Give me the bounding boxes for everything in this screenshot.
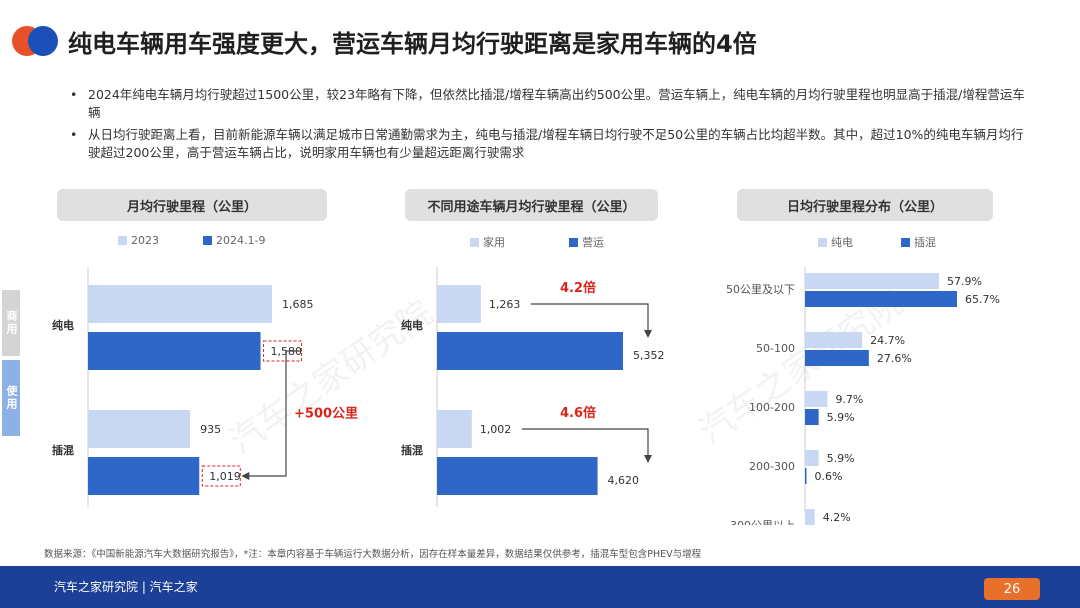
data-label: 65.7% (965, 293, 1000, 306)
category-label: 100-200 (749, 401, 795, 414)
annotation-arrow (530, 303, 649, 331)
data-label: 0.6% (815, 470, 843, 483)
bar (805, 409, 819, 425)
legend-swatch-2023 (118, 236, 127, 245)
side-tab-commercial: 商用 (2, 290, 20, 356)
bar (88, 332, 261, 370)
bullet-1: 2024年纯电车辆月均行驶超过1500公里，较23年略有下降，但依然比插混/增程… (70, 86, 1030, 122)
legend-label-2024: 2024.1-9 (216, 234, 266, 247)
category-label: 纯电 (52, 318, 74, 332)
highlight-box (201, 465, 241, 487)
source-note: 数据来源：《中国新能源汽车大数据研究报告》，*注：本章内容基于车辆运行大数据分析… (44, 549, 702, 560)
category-label: 50公里及以下 (726, 283, 795, 296)
legend-daily: 纯电 插混 (818, 234, 936, 250)
chart-daily-distribution: 50公里及以下 57.9% 65.7% 50-100 24.7% 27.6% 100-200… (726, 267, 1000, 525)
legend-label-home: 家用 (483, 236, 505, 249)
data-label: 4,620 (608, 474, 640, 487)
data-label: 1,002 (480, 423, 512, 436)
footer-brand-logo: 汽车之家研究院 | 汽车之家 (54, 580, 198, 594)
bullet-2: 从日均行驶距离上看，目前新能源车辆以满足城市日常通勤需求为主，纯电与插混/增程车… (70, 126, 1030, 162)
annotation-arrow (245, 350, 302, 477)
page-title: 纯电车辆用车强度更大，营运车辆月均行驶距离是家用车辆的4倍 (68, 30, 757, 58)
legend-label-phev: 插混 (914, 236, 936, 249)
category-label: 200-300 (749, 460, 795, 473)
legend-swatch-home (470, 237, 479, 247)
data-label: 1,263 (489, 298, 521, 311)
bar (805, 350, 869, 366)
panel-title-monthly: 月均行驶里程（公里） (57, 189, 327, 221)
category-label: 插混 (401, 443, 423, 457)
legend-label-commercial: 营运 (582, 236, 604, 249)
data-label: 24.7% (870, 334, 905, 347)
data-label: 57.9% (947, 275, 982, 288)
annotation-label: 4.2倍 (560, 280, 596, 296)
bar (437, 457, 598, 495)
bar (88, 285, 272, 323)
bar (437, 410, 472, 448)
annotation-label: 4.6倍 (560, 405, 596, 421)
annotation-label: +500公里 (294, 407, 358, 422)
footer-band (0, 566, 1080, 608)
panel-title-usage: 不同用途车辆月均行驶里程（公里） (405, 189, 658, 221)
bar (805, 468, 807, 484)
side-tab-usage: 使用 (2, 360, 20, 436)
legend-swatch-phev (901, 237, 910, 247)
data-label: 1,685 (282, 298, 314, 311)
data-label: 1,019 (209, 470, 241, 483)
data-label: 27.6% (877, 352, 912, 365)
panel-title-daily: 日均行驶里程分布（公里） (737, 189, 993, 221)
data-label: 9.7% (835, 393, 863, 406)
data-label: 5.9% (827, 452, 855, 465)
bar (88, 410, 191, 448)
bar (88, 457, 200, 495)
bar (805, 391, 828, 407)
bar (437, 332, 623, 370)
page-number: 26 (984, 578, 1040, 600)
category-label: 纯电 (401, 318, 423, 332)
annotation-arrow (521, 428, 649, 456)
bar (805, 450, 819, 466)
arrow-head (241, 472, 250, 480)
bar (805, 291, 957, 307)
data-label: 4.2% (823, 511, 851, 524)
bar (805, 273, 939, 289)
legend-swatch-commercial (569, 237, 578, 247)
legend-label-2023: 2023 (131, 234, 159, 247)
data-label: 5.9% (827, 411, 855, 424)
data-label: 935 (200, 423, 221, 436)
bar (805, 509, 815, 525)
category-label: 50-100 (756, 342, 795, 355)
legend-swatch-bev (818, 237, 827, 247)
arrow-head (644, 330, 652, 338)
legend-usage: 家用 营运 (470, 234, 604, 250)
bar (805, 332, 863, 348)
data-label: 5,352 (633, 349, 665, 362)
legend-swatch-2024 (203, 236, 212, 245)
legend-label-bev: 纯电 (831, 236, 853, 249)
category-label: 插混 (52, 443, 74, 457)
bullet-list: 2024年纯电车辆月均行驶超过1500公里，较23年略有下降，但依然比插混/增程… (70, 86, 1030, 166)
title-dot-blue (28, 26, 58, 56)
category-label: 300公里以上 (730, 519, 795, 525)
bar (437, 285, 481, 323)
arrow-head (644, 455, 652, 463)
legend-monthly: 2023 2024.1-9 (118, 234, 265, 247)
